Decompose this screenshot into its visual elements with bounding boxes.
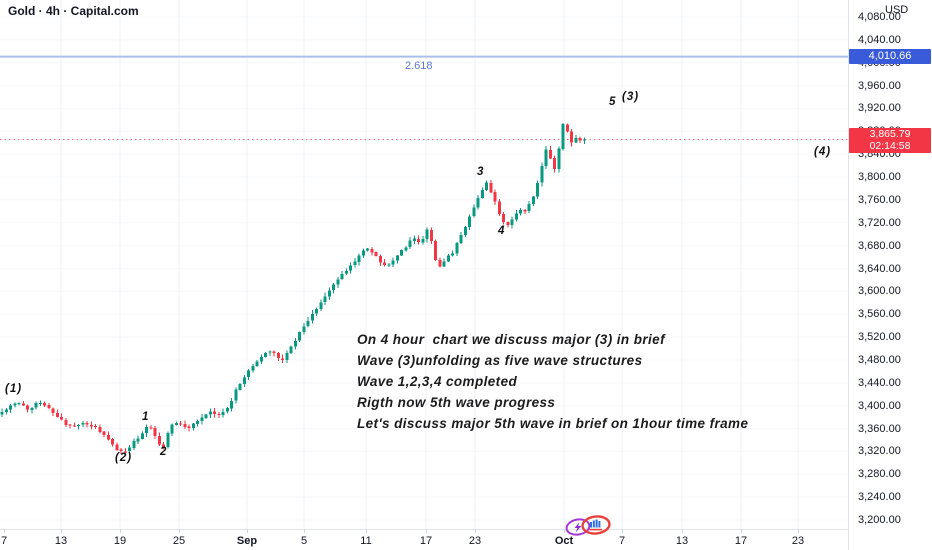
time-axis[interactable]: 7 13 19 25 Sep 5 11 17 23 Oct 7 13 17 23: [0, 529, 932, 550]
time-axis-label: 5: [300, 535, 308, 547]
price-axis-label: 3,240.00: [858, 491, 901, 504]
wave-label-4[interactable]: (4): [814, 146, 832, 158]
time-axis-label: 11: [360, 535, 372, 547]
time-axis-label: 25: [172, 535, 186, 547]
price-axis-label: 3,400.00: [858, 399, 901, 412]
price-axis-label: 3,480.00: [858, 353, 901, 366]
fib-line[interactable]: [0, 55, 848, 58]
price-axis[interactable]: USD 4,080.004,040.004,000.003,960.003,92…: [848, 0, 932, 550]
time-axis-label: 7: [0, 535, 8, 547]
wave-label-3[interactable]: (3): [622, 91, 640, 103]
candlestick-chart[interactable]: [0, 0, 848, 529]
time-axis-label: 7: [618, 535, 626, 547]
annotation-line: Wave 1,2,3,4 completed: [357, 374, 518, 389]
fib-level-text[interactable]: 2.618: [405, 59, 433, 72]
annotation-line: Rigth now 5th wave progress: [357, 395, 556, 410]
last-price-axis-label: 3,865.79 02:14:58: [849, 127, 931, 153]
time-axis-tick: [475, 529, 476, 533]
time-axis-tick: [741, 529, 742, 533]
symbol-title: Gold · 4h · Capital.com: [8, 4, 139, 18]
price-axis-label: 3,320.00: [858, 445, 901, 458]
time-axis-label: 17: [419, 535, 433, 547]
price-axis-label: 3,560.00: [858, 308, 901, 321]
time-axis-tick: [61, 529, 62, 533]
price-axis-label: 3,920.00: [858, 102, 901, 115]
time-axis-tick: [366, 529, 367, 533]
wave-label-5[interactable]: 5: [609, 96, 617, 108]
time-axis-tick: [179, 529, 180, 533]
wave-label-3[interactable]: 3: [477, 166, 485, 178]
price-axis-label: 3,200.00: [858, 514, 901, 526]
price-axis-label: 3,680.00: [858, 239, 901, 252]
time-axis-label: 13: [675, 535, 689, 547]
price-axis-label: 3,360.00: [858, 422, 901, 435]
price-axis-label: 3,760.00: [858, 193, 901, 206]
time-axis-tick: [622, 529, 623, 533]
time-axis-tick: [304, 529, 305, 533]
time-axis-tick: [682, 529, 683, 533]
price-axis-label: 3,640.00: [858, 262, 901, 275]
time-axis-tick: [247, 529, 248, 533]
price-axis-label: 3,440.00: [858, 376, 901, 389]
candles: [0, 123, 586, 455]
time-axis-label: 17: [734, 535, 748, 547]
time-axis-tick: [4, 529, 5, 533]
last-price-value: 3,865.79: [869, 128, 911, 141]
analysis-annotation[interactable]: On 4 hour chart we discuss major (3) in …: [357, 329, 748, 434]
wave-label-1[interactable]: (1): [5, 383, 23, 395]
time-axis-label: 13: [54, 535, 68, 547]
fib-price-axis-label: 4,010.66: [849, 48, 931, 64]
price-axis-label: 3,800.00: [858, 171, 901, 184]
wave-label-2[interactable]: 2: [160, 446, 168, 458]
time-axis-label: Oct: [554, 535, 574, 547]
price-axis-label: 4,040.00: [858, 33, 901, 46]
price-axis-label: 3,520.00: [858, 331, 901, 344]
time-axis-label: 23: [468, 535, 482, 547]
annotation-line: On 4 hour chart we discuss major (3) in …: [357, 332, 665, 347]
price-axis-label: 3,960.00: [858, 79, 901, 92]
wave-label-4[interactable]: 4: [498, 225, 506, 237]
bar-countdown: 02:14:58: [869, 140, 911, 153]
time-axis-tick: [426, 529, 427, 533]
annotation-line: Let's discuss major 5th wave in brief on…: [357, 416, 749, 431]
time-axis-tick: [564, 529, 565, 533]
currency-label: USD: [885, 4, 909, 16]
capital-watermark-logo: [565, 515, 611, 536]
price-axis-label: 3,720.00: [858, 216, 901, 229]
time-axis-label: 23: [791, 535, 805, 547]
price-axis-label: 4,080.00: [858, 11, 901, 23]
wave-label-2[interactable]: (2): [115, 452, 133, 464]
time-axis-tick: [798, 529, 799, 533]
time-axis-label: 19: [113, 535, 127, 547]
price-axis-label: 3,280.00: [858, 468, 901, 481]
price-axis-label: 3,600.00: [858, 285, 901, 298]
time-axis-tick: [120, 529, 121, 533]
bar-chart-icon: [589, 519, 602, 531]
wave-label-1[interactable]: 1: [142, 411, 150, 423]
lightning-icon: [574, 522, 582, 533]
time-axis-label: Sep: [236, 535, 258, 547]
annotation-line: Wave (3)unfolding as five wave structure…: [357, 353, 643, 368]
